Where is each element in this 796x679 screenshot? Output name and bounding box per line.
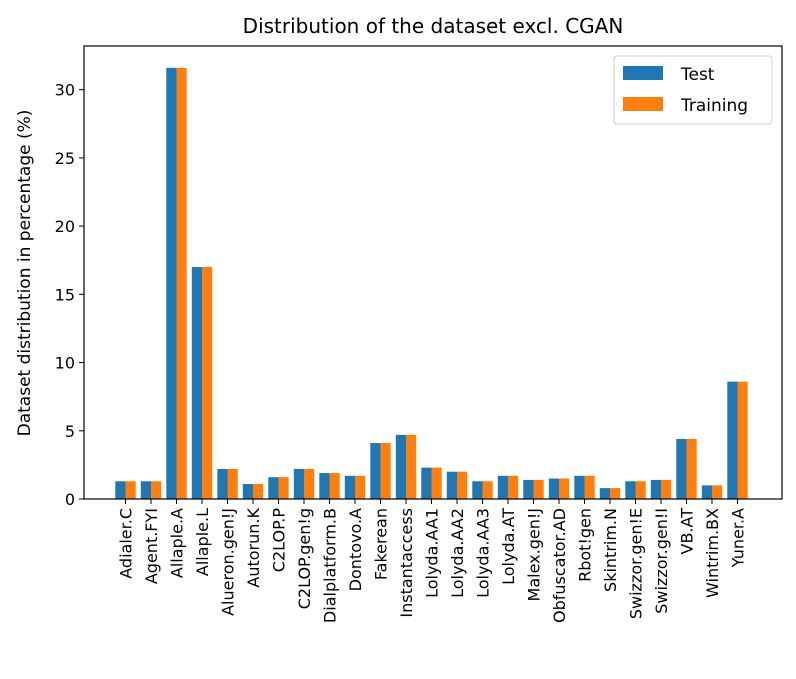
bar-test-c2lop-gen-g <box>293 468 304 499</box>
bar-test-wintrim-bx <box>701 485 712 499</box>
legend-label-test: Test <box>680 65 715 85</box>
x-tick-label: Agent.FYI <box>142 508 161 584</box>
x-tick-label: Lolyda.AT <box>499 508 518 585</box>
bar-test-autorun-k <box>242 483 253 499</box>
y-tick-label: 5 <box>65 422 75 441</box>
chart-title: Distribution of the dataset excl. CGAN <box>243 14 624 38</box>
bar-training-lolyda-at <box>508 475 519 499</box>
bar-training-c2lop-p <box>278 477 289 499</box>
bar-training-allaple-a <box>176 67 187 499</box>
y-tick-label: 25 <box>55 149 75 168</box>
x-tick-label: Instantaccess <box>397 508 416 618</box>
bar-training-instantaccess <box>406 434 417 499</box>
bar-training-yuner-a <box>737 381 748 499</box>
bar-training-lolyda-aa2 <box>457 471 468 499</box>
bar-training-swizzor-gen-i <box>661 479 672 499</box>
x-ticks-group: Adialer.C Agent.FYI Allaple.A Allaple.L Alue… <box>117 499 748 623</box>
y-ticks-group: 0 5 10 15 20 25 30 <box>55 81 84 509</box>
bar-test-dontovo-a <box>344 475 355 499</box>
x-tick-label: Skintrim.N <box>601 508 620 592</box>
bar-training-rbot-gen <box>584 475 595 499</box>
bar-test-yuner-a <box>727 381 738 499</box>
y-tick-label: 15 <box>55 285 75 304</box>
bar-test-fakerean <box>370 443 381 499</box>
bar-test-adialer-c <box>115 481 126 499</box>
bar-training-lolyda-aa3 <box>482 481 493 499</box>
bar-training-obfuscator-ad <box>559 478 570 499</box>
bar-test-c2lop-p <box>268 477 279 499</box>
bar-training-c2lop-gen-g <box>304 468 315 499</box>
bar-training-lolyda-aa1 <box>431 467 442 499</box>
x-tick-label: Lolyda.AA2 <box>448 508 467 598</box>
x-tick-label: Swizzor.gen!E <box>627 508 646 619</box>
bar-test-vb-at <box>676 438 687 499</box>
bar-training-skintrim-n <box>610 488 621 499</box>
bar-test-lolyda-aa2 <box>446 471 457 499</box>
bar-training-dialplatform-b <box>329 473 340 499</box>
bar-training-allaple-l <box>202 267 213 499</box>
legend-swatch-training <box>623 97 663 111</box>
bar-training-fakerean <box>380 443 391 499</box>
y-tick-label: 30 <box>55 81 75 100</box>
x-tick-label: VB.AT <box>678 508 697 555</box>
bar-training-wintrim-bx <box>712 485 723 499</box>
bar-test-skintrim-n <box>599 488 610 499</box>
x-tick-label: Allaple.L <box>193 508 212 576</box>
x-tick-label: Alueron.gen!J <box>219 508 238 616</box>
bar-test-swizzor-gen-i <box>650 479 661 499</box>
bar-test-swizzor-gen-e <box>625 481 636 499</box>
bar-test-lolyda-aa3 <box>472 481 483 499</box>
y-tick-label: 10 <box>55 354 75 373</box>
x-tick-label: Dialplatform.B <box>321 508 340 623</box>
x-tick-label: Wintrim.BX <box>703 508 722 598</box>
legend-swatch-test <box>623 66 663 80</box>
bar-training-malex-gen-j <box>533 479 544 499</box>
bars-group <box>115 67 748 499</box>
x-tick-label: Allaple.A <box>168 508 187 578</box>
bar-training-dontovo-a <box>355 475 366 499</box>
plot-frame <box>83 45 783 500</box>
bar-test-instantaccess <box>395 434 406 499</box>
bar-test-obfuscator-ad <box>548 478 559 499</box>
x-tick-label: Lolyda.AA3 <box>474 508 493 598</box>
x-tick-label: Dontovo.A <box>346 508 365 591</box>
bar-training-agent-fyi <box>151 481 162 499</box>
x-tick-label: C2LOP.gen!g <box>295 508 314 609</box>
legend: Test Training <box>613 55 773 125</box>
bar-test-rbot-gen <box>574 475 585 499</box>
x-tick-label: C2LOP.P <box>270 508 289 573</box>
x-tick-label: Yuner.A <box>729 508 748 568</box>
bar-training-swizzor-gen-e <box>635 481 646 499</box>
bar-test-alueron-gen-j <box>217 468 228 499</box>
x-tick-label: Adialer.C <box>117 508 136 579</box>
bar-test-dialplatform-b <box>319 473 330 499</box>
x-tick-label: Autorun.K <box>244 508 263 588</box>
x-tick-label: Rbot!gen <box>576 508 595 582</box>
y-axis-label: Dataset distribution in percentage (%) <box>15 110 35 437</box>
bar-test-allaple-l <box>191 267 202 499</box>
x-tick-label: Malex.gen!J <box>525 508 544 601</box>
bar-test-allaple-a <box>166 67 177 499</box>
bar-training-alueron-gen-j <box>227 468 238 499</box>
x-tick-label: Swizzor.gen!I <box>652 508 671 614</box>
x-tick-label: Lolyda.AA1 <box>423 508 442 598</box>
y-tick-label: 0 <box>65 490 75 509</box>
bar-test-malex-gen-j <box>523 479 534 499</box>
legend-label-training: Training <box>680 96 748 116</box>
bar-test-lolyda-aa1 <box>421 467 432 499</box>
bar-training-adialer-c <box>125 481 136 499</box>
y-tick-label: 20 <box>55 217 75 236</box>
x-tick-label: Fakerean <box>372 508 391 580</box>
bar-training-autorun-k <box>253 483 264 499</box>
bar-training-vb-at <box>686 438 697 499</box>
x-tick-label: Obfuscator.AD <box>550 508 569 623</box>
bar-test-lolyda-at <box>497 475 508 499</box>
bar-test-agent-fyi <box>140 481 151 499</box>
